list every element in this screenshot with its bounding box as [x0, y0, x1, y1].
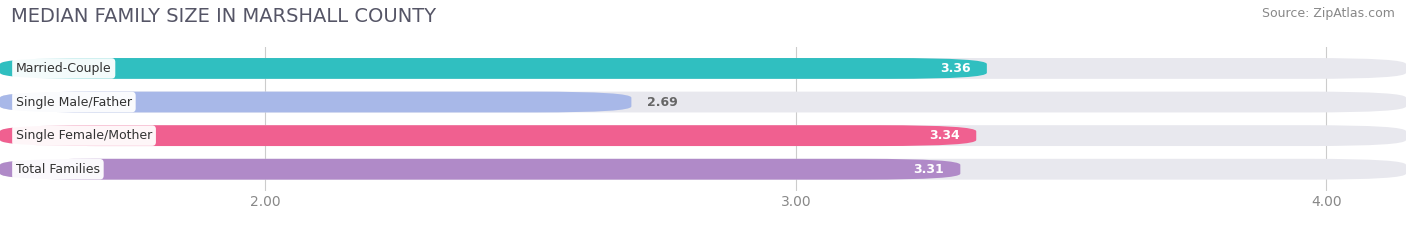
Text: Single Male/Father: Single Male/Father: [15, 96, 132, 109]
Text: 2.69: 2.69: [647, 96, 678, 109]
Text: 3.36: 3.36: [941, 62, 972, 75]
Text: MEDIAN FAMILY SIZE IN MARSHALL COUNTY: MEDIAN FAMILY SIZE IN MARSHALL COUNTY: [11, 7, 436, 26]
Text: 3.34: 3.34: [929, 129, 960, 142]
FancyBboxPatch shape: [0, 125, 976, 146]
FancyBboxPatch shape: [0, 58, 987, 79]
FancyBboxPatch shape: [0, 92, 631, 113]
FancyBboxPatch shape: [0, 159, 1406, 180]
FancyBboxPatch shape: [0, 159, 960, 180]
Text: 3.31: 3.31: [914, 163, 945, 176]
Text: Married-Couple: Married-Couple: [15, 62, 111, 75]
Text: Single Female/Mother: Single Female/Mother: [15, 129, 152, 142]
FancyBboxPatch shape: [0, 58, 1406, 79]
FancyBboxPatch shape: [0, 125, 1406, 146]
Text: Total Families: Total Families: [15, 163, 100, 176]
FancyBboxPatch shape: [0, 92, 1406, 113]
Text: Source: ZipAtlas.com: Source: ZipAtlas.com: [1261, 7, 1395, 20]
